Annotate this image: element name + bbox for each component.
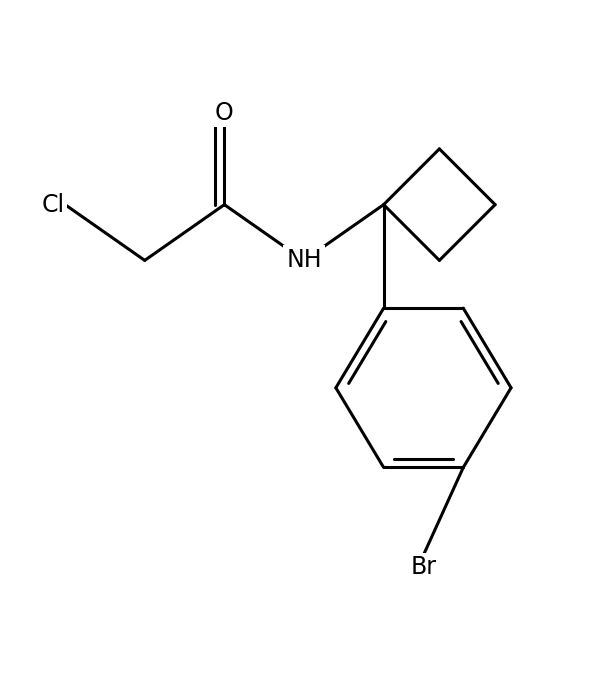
Text: Cl: Cl xyxy=(42,193,65,217)
Text: NH: NH xyxy=(286,248,322,272)
Text: O: O xyxy=(215,101,233,125)
Text: Br: Br xyxy=(410,555,437,579)
